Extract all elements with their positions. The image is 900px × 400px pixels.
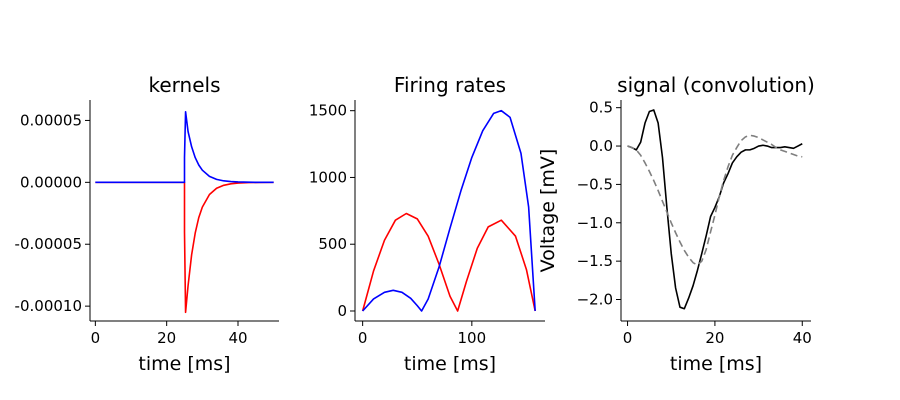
x-tick-label: 40 (793, 329, 812, 347)
y-tick-label: 0 (337, 302, 347, 320)
y-tick-label: −2.0 (577, 291, 613, 309)
y-tick-label: 0.0 (589, 137, 613, 155)
x-tick-label: 0 (91, 329, 101, 347)
y-tick-label: −0.5 (577, 175, 613, 193)
y-tick-label: 1000 (309, 168, 347, 186)
y-tick-label: −1.0 (577, 214, 613, 232)
y-tick-label: 1500 (309, 102, 347, 120)
y-axis-label: Voltage [mV] (537, 149, 559, 273)
series-line-0 (361, 212, 536, 312)
y-tick-label: 0.00005 (20, 111, 82, 129)
x-tick-label: 100 (458, 329, 487, 347)
y-tick-label: 500 (318, 235, 347, 253)
signal-panel: signal (convolution) 0 20 40 0.5 0.0 −0.5 −1.0 −… (537, 73, 815, 375)
y-tick-label: −1.5 (577, 252, 613, 270)
x-axis-label: time [ms] (404, 353, 496, 375)
y-tick-label: -0.00010 (15, 297, 82, 315)
x-axis-label: time [ms] (670, 353, 762, 375)
kernels-panel: kernels 0 20 40 0.00005 0.00000 -0.00005 -0.000… (15, 73, 279, 375)
panel-title: signal (convolution) (617, 73, 815, 97)
x-axis-label: time [ms] (138, 353, 230, 375)
y-tick-label: 0.5 (589, 99, 613, 117)
series-line-1 (627, 134, 803, 266)
x-tick-label: 20 (705, 329, 724, 347)
x-tick-label: 40 (228, 329, 247, 347)
y-tick-label: -0.00005 (15, 235, 82, 253)
series-line-1 (95, 110, 274, 184)
x-tick-label: 20 (157, 329, 176, 347)
series-line-0 (627, 109, 803, 310)
panel-title: Firing rates (394, 73, 506, 97)
panel-title: kernels (148, 73, 220, 97)
y-tick-label: 0.00000 (20, 173, 82, 191)
series-line-0 (95, 181, 274, 314)
series-line-1 (362, 109, 536, 312)
x-tick-label: 0 (358, 329, 368, 347)
x-tick-label: 0 (623, 329, 633, 347)
